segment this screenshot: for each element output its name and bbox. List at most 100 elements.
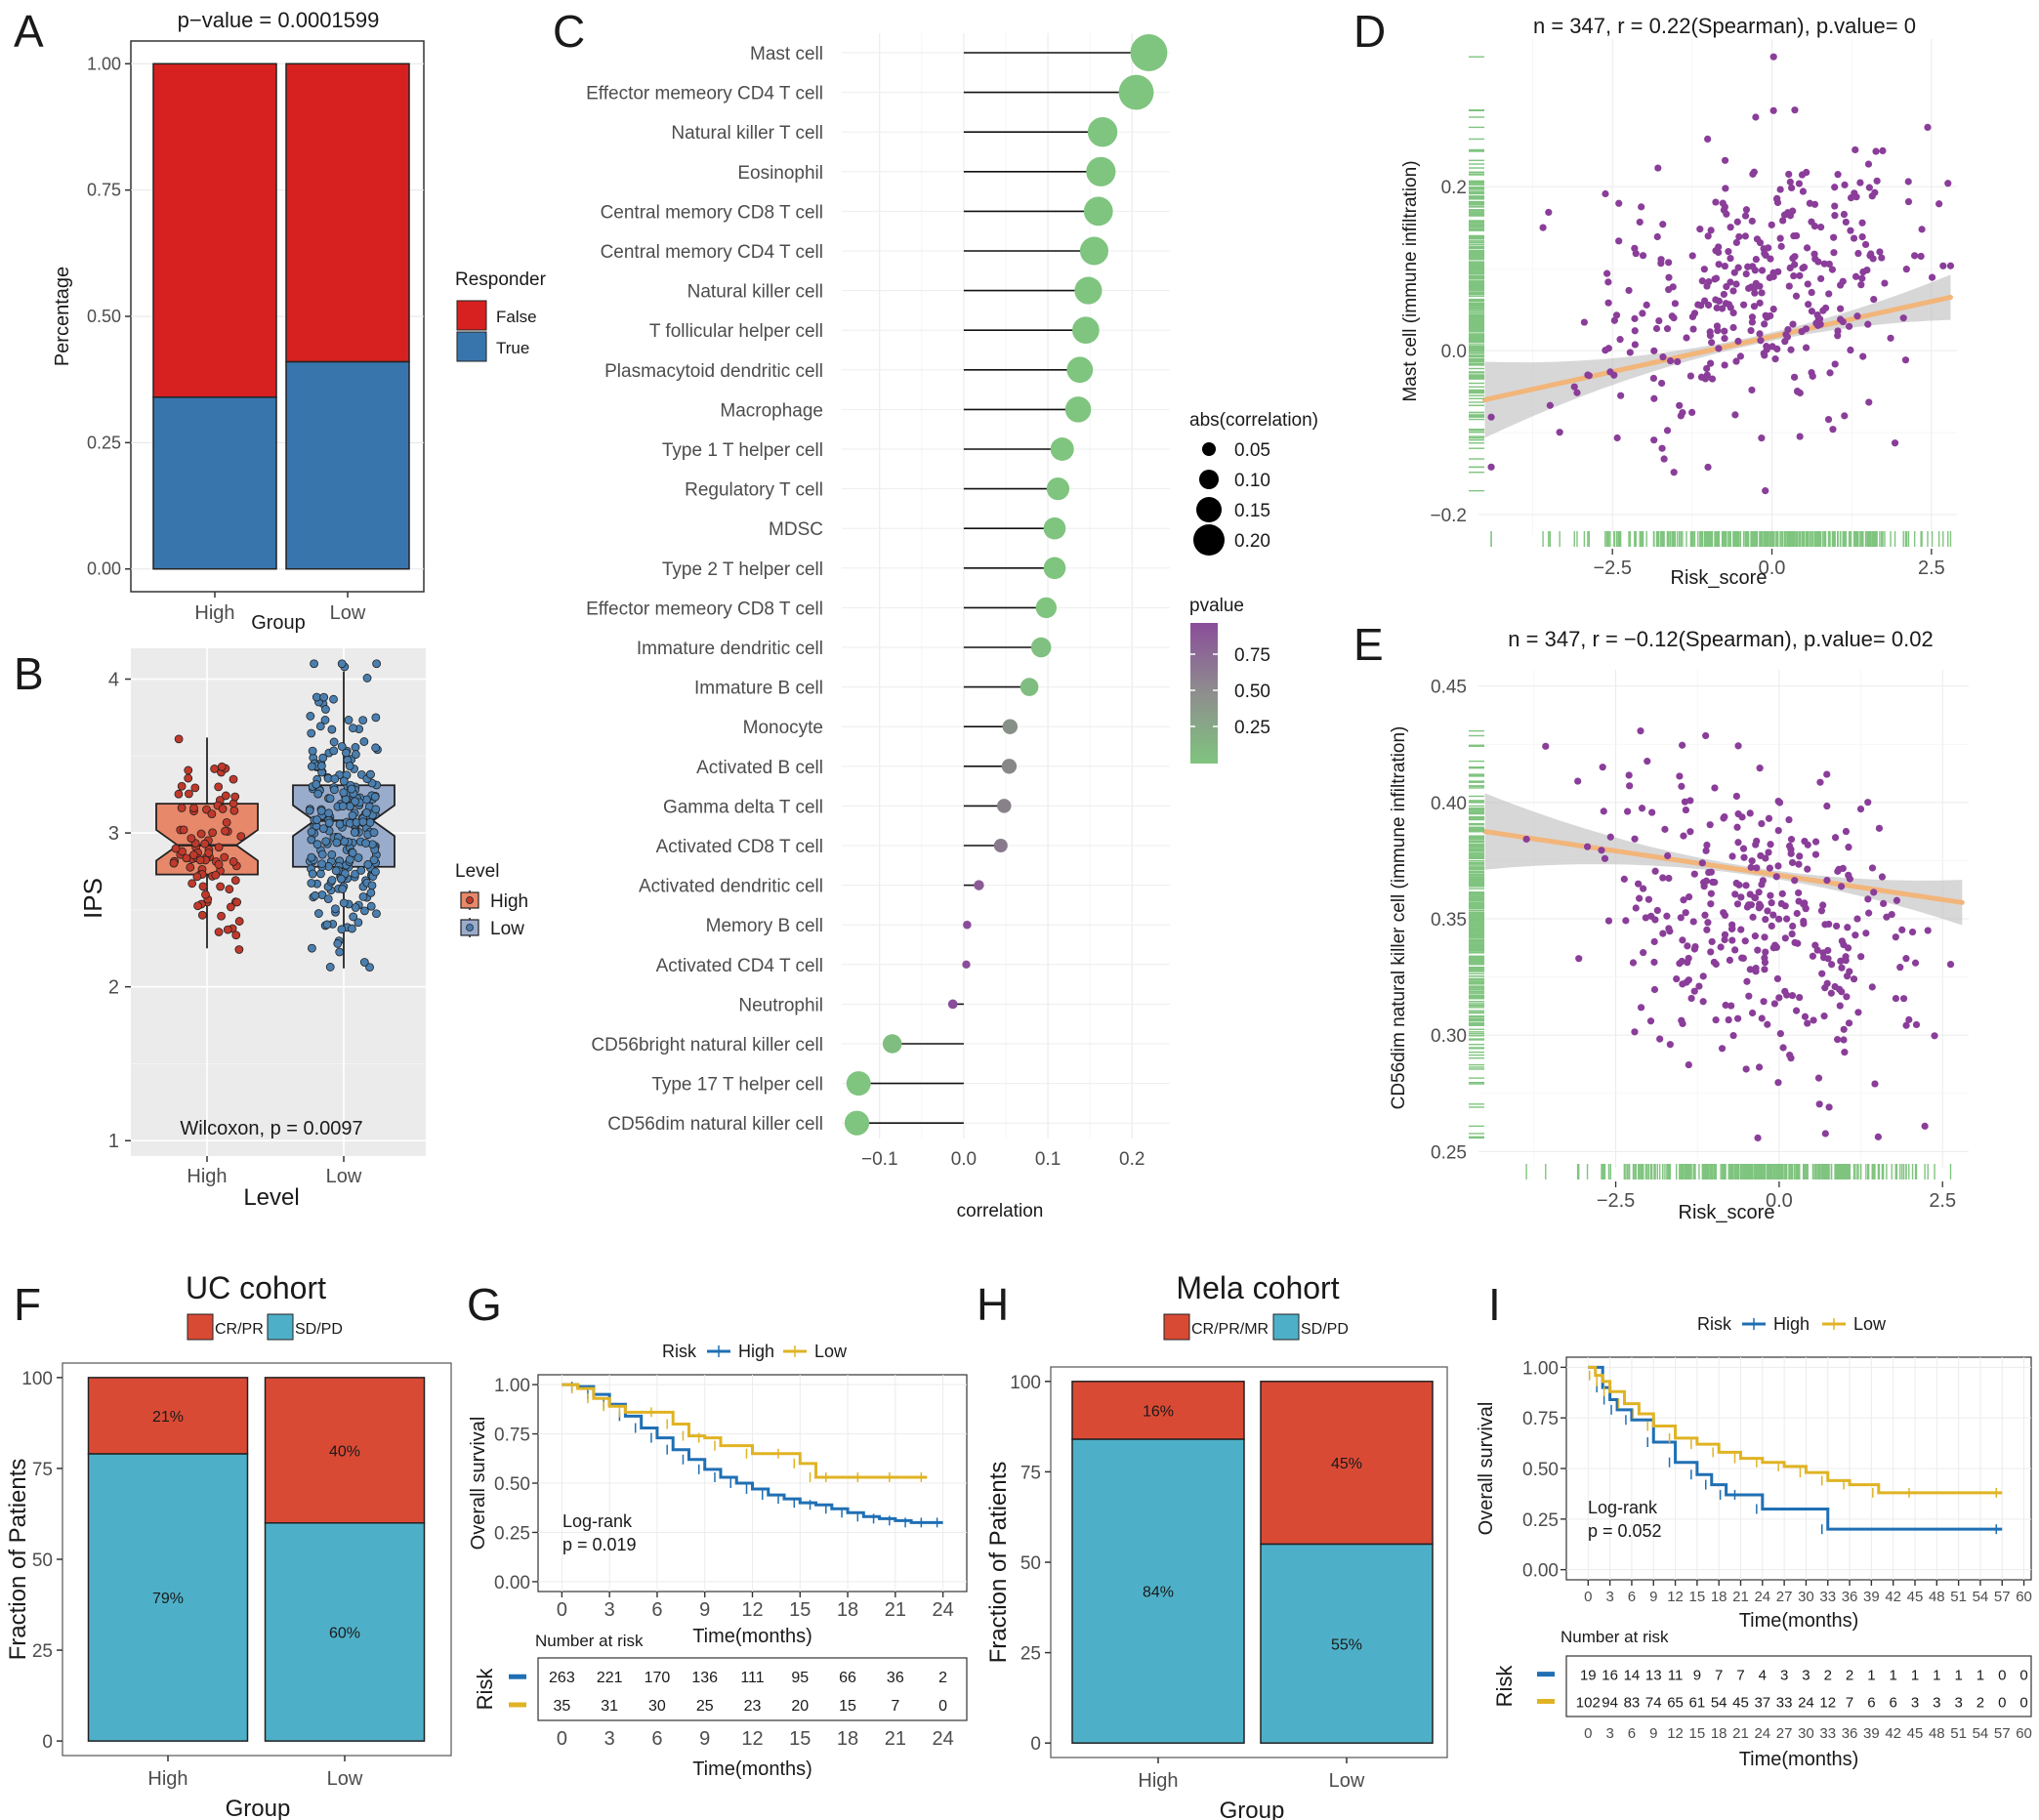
data-point (1787, 346, 1795, 353)
x-axis-label: Risk_score (1679, 1202, 1775, 1223)
data-point (201, 889, 210, 899)
x-axis-label: correlation (957, 1201, 1044, 1221)
x-tick-label: 3 (1605, 1589, 1613, 1605)
data-point (1626, 782, 1634, 790)
category-label: Gamma delta T cell (663, 797, 823, 817)
data-point (1892, 933, 1899, 941)
risk-count: 1 (1890, 1668, 1897, 1684)
risk-table-x-tick-label: 18 (1711, 1725, 1727, 1742)
risk-table-x-tick-label: 36 (1842, 1725, 1858, 1742)
data-point (1751, 932, 1759, 940)
y-tick-label: 1.00 (494, 1376, 530, 1396)
risk-count: 16 (1602, 1668, 1618, 1684)
y-tick-label: 0.50 (494, 1474, 530, 1495)
data-point (1864, 895, 1872, 903)
color-legend-title: pvalue (1189, 596, 1244, 616)
risk-count: 11 (1668, 1668, 1684, 1684)
risk-count: 102 (1576, 1695, 1601, 1712)
y-tick-label: 1.00 (87, 54, 121, 73)
data-point (1650, 937, 1658, 946)
data-point (1580, 318, 1588, 326)
risk-count: 20 (791, 1698, 809, 1715)
data-point (1788, 858, 1797, 867)
risk-count: 61 (1689, 1695, 1706, 1712)
data-point (1893, 896, 1900, 904)
data-point (1839, 864, 1847, 873)
data-point (1734, 742, 1742, 750)
data-point (1821, 984, 1829, 992)
size-legend-key (1199, 470, 1219, 489)
data-point (1604, 299, 1612, 307)
data-point (1811, 850, 1820, 858)
bar-segment-sdpd (1071, 1438, 1245, 1744)
data-point (1673, 974, 1681, 983)
risk-table-x-tick-label: 6 (651, 1728, 662, 1750)
data-point (1670, 469, 1678, 476)
data-point (1622, 917, 1630, 925)
bar-segment-true (285, 360, 410, 570)
risk-count: 0 (1998, 1668, 2006, 1684)
data-point (222, 817, 231, 827)
data-point (1819, 901, 1827, 909)
data-point (1823, 876, 1831, 885)
data-point (1651, 916, 1659, 924)
data-point (177, 804, 187, 812)
risk-count: 31 (601, 1698, 618, 1715)
data-point (1732, 792, 1740, 801)
data-point (1791, 261, 1799, 269)
category-label: Plasmacytoid dendritic cell (604, 361, 823, 382)
data-point (1823, 802, 1831, 810)
category-label: T follicular helper cell (649, 321, 823, 342)
data-point (1767, 311, 1774, 320)
data-point (362, 674, 372, 682)
data-point (1731, 946, 1739, 954)
data-point (1688, 408, 1696, 417)
data-point (1760, 998, 1768, 1006)
data-point (1902, 955, 1910, 963)
data-point (305, 806, 314, 815)
data-point (1896, 964, 1904, 972)
data-point (1939, 262, 1947, 269)
data-point (1690, 987, 1698, 995)
data-point (1740, 301, 1748, 309)
data-point (1632, 904, 1640, 912)
bar-segment-response (1071, 1381, 1245, 1440)
lollipop-point (1083, 196, 1113, 227)
data-point (315, 722, 325, 731)
data-point (1868, 864, 1877, 872)
x-tick-label: 9 (699, 1599, 710, 1621)
data-point (1898, 926, 1906, 933)
y-tick-label: 25 (1020, 1644, 1041, 1665)
data-point (1801, 1013, 1810, 1020)
data-point (1712, 198, 1720, 206)
data-point (184, 765, 193, 775)
data-point (1747, 863, 1755, 871)
risk-table-x-tick-label: 6 (1628, 1725, 1636, 1742)
data-point (1702, 847, 1710, 854)
data-point (1899, 995, 1908, 1003)
data-point (1800, 264, 1809, 271)
data-point (1730, 269, 1738, 276)
data-point (1631, 314, 1639, 322)
data-point (1721, 327, 1728, 335)
size-legend-label: 0.05 (1234, 440, 1270, 461)
data-point (1871, 1080, 1879, 1088)
data-point (1652, 324, 1661, 333)
data-point (1911, 252, 1919, 260)
data-point (1663, 325, 1672, 333)
y-tick-label: 0.00 (87, 559, 121, 579)
data-point (1853, 915, 1861, 923)
panel-i: 0.000.250.500.751.000 3 6 9 12 15 18 21 24 27 30 33… (1476, 1314, 2032, 1770)
data-point (1741, 212, 1750, 220)
category-label: Type 17 T helper cell (651, 1075, 823, 1096)
data-point (1864, 799, 1872, 807)
data-point (1776, 186, 1784, 193)
data-point (1804, 1019, 1811, 1027)
data-point (1727, 1002, 1735, 1010)
data-point (1660, 455, 1668, 463)
data-point (1678, 957, 1685, 966)
x-axis-label: Risk_score (1671, 567, 1768, 589)
data-point (1774, 827, 1782, 835)
risk-count: 4 (1759, 1668, 1767, 1684)
data-point (1615, 199, 1623, 207)
